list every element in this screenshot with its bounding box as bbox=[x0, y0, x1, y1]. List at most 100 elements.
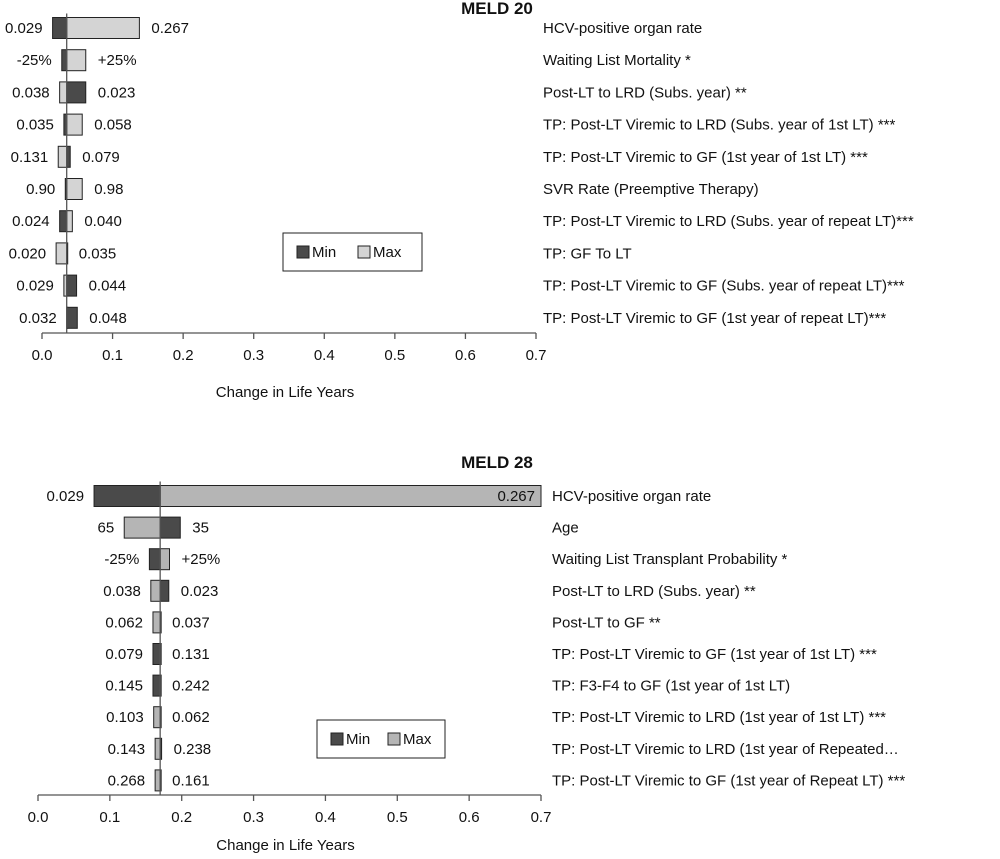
row-high-value: 0.267 bbox=[497, 488, 535, 505]
row-high-value: 0.023 bbox=[98, 84, 136, 101]
x-tick-label: 0.0 bbox=[28, 809, 49, 826]
bar-min bbox=[52, 17, 68, 39]
row-label: Post-LT to GF ** bbox=[552, 614, 661, 631]
row-label: TP: Post-LT Viremic to GF (1st year of R… bbox=[552, 772, 905, 789]
row-low-value: 0.143 bbox=[108, 741, 146, 758]
chart-title: MELD 28 bbox=[461, 453, 533, 472]
row-label: SVR Rate (Preemptive Therapy) bbox=[543, 181, 759, 198]
row-low-value: 0.029 bbox=[47, 488, 85, 505]
row-label: TP: Post-LT Viremic to LRD (Subs. year o… bbox=[543, 213, 914, 230]
row-low-value: -25% bbox=[104, 551, 139, 568]
row-low-value: -25% bbox=[17, 52, 52, 69]
row-label: HCV-positive organ rate bbox=[543, 20, 702, 37]
row-label: TP: GF To LT bbox=[543, 245, 632, 262]
row-high-value: 0.079 bbox=[82, 149, 120, 166]
row-label: TP: Post-LT Viremic to GF (Subs. year of… bbox=[543, 278, 905, 295]
legend-swatch-max bbox=[357, 245, 371, 259]
x-tick-label: 0.2 bbox=[173, 347, 194, 364]
x-tick-label: 0.6 bbox=[455, 347, 476, 364]
bar-min bbox=[159, 516, 181, 539]
row-low-value: 0.024 bbox=[12, 213, 50, 230]
row-high-value: 0.044 bbox=[89, 278, 127, 295]
x-tick-label: 0.2 bbox=[171, 809, 192, 826]
row-low-value: 0.029 bbox=[16, 278, 54, 295]
row-high-value: 0.035 bbox=[79, 245, 117, 262]
x-axis-title: Change in Life Years bbox=[216, 384, 354, 401]
bar-max bbox=[152, 611, 161, 634]
row-low-value: 0.020 bbox=[9, 245, 47, 262]
x-tick-label: 0.0 bbox=[32, 347, 53, 364]
row-label: Waiting List Mortality * bbox=[543, 52, 691, 69]
row-high-value: 0.023 bbox=[181, 583, 219, 600]
row-high-value: +25% bbox=[98, 52, 137, 69]
legend-label-max: Max bbox=[403, 731, 432, 748]
legend-swatch-min bbox=[296, 245, 310, 259]
bar-max bbox=[59, 81, 68, 104]
row-high-value: 0.131 bbox=[172, 646, 210, 663]
row-label: TP: Post-LT Viremic to GF (1st year of r… bbox=[543, 310, 886, 327]
bar-min bbox=[93, 485, 161, 507]
bar-max bbox=[153, 706, 161, 729]
bar-max bbox=[55, 242, 68, 265]
row-label: Post-LT to LRD (Subs. year) ** bbox=[543, 84, 747, 101]
bar-max bbox=[154, 769, 161, 792]
bar-max bbox=[66, 210, 73, 233]
row-low-value: 0.029 bbox=[5, 20, 43, 37]
bar-max bbox=[66, 49, 87, 72]
x-axis-title: Change in Life Years bbox=[216, 837, 354, 854]
bar-max bbox=[66, 17, 140, 39]
row-label: Post-LT to LRD (Subs. year) ** bbox=[552, 583, 756, 600]
x-tick-label: 0.1 bbox=[102, 347, 123, 364]
bar-min bbox=[66, 274, 78, 297]
row-high-value: 35 bbox=[192, 520, 209, 537]
x-tick-label: 0.7 bbox=[531, 809, 552, 826]
bar-max bbox=[159, 548, 170, 571]
row-label: Waiting List Transplant Probability * bbox=[552, 551, 788, 568]
x-tick-label: 0.7 bbox=[526, 347, 547, 364]
bar-max bbox=[66, 178, 83, 200]
row-low-value: 0.038 bbox=[12, 84, 50, 101]
row-high-value: 0.238 bbox=[174, 741, 212, 758]
row-low-value: 0.035 bbox=[16, 117, 54, 134]
legend-label-max: Max bbox=[373, 244, 402, 261]
x-tick-label: 0.3 bbox=[243, 347, 264, 364]
x-tick-label: 0.3 bbox=[243, 809, 264, 826]
bar-min bbox=[148, 548, 161, 571]
x-tick-label: 0.5 bbox=[387, 809, 408, 826]
bar-min bbox=[61, 49, 68, 72]
row-high-value: 0.98 bbox=[94, 181, 123, 198]
bar-max bbox=[154, 737, 161, 760]
row-low-value: 65 bbox=[98, 520, 115, 537]
row-label: Age bbox=[552, 520, 579, 537]
row-low-value: 0.90 bbox=[26, 181, 55, 198]
row-low-value: 0.131 bbox=[11, 149, 49, 166]
bar-min bbox=[59, 210, 68, 233]
x-tick-label: 0.4 bbox=[315, 809, 336, 826]
bar-min bbox=[152, 674, 161, 697]
row-label: TP: Post-LT Viremic to GF (1st year of 1… bbox=[552, 646, 877, 663]
x-tick-label: 0.5 bbox=[384, 347, 405, 364]
bar-min bbox=[66, 306, 78, 329]
row-high-value: +25% bbox=[181, 551, 220, 568]
x-tick-label: 0.1 bbox=[99, 809, 120, 826]
row-high-value: 0.048 bbox=[89, 310, 127, 327]
row-label: TP: Post-LT Viremic to GF (1st year of 1… bbox=[543, 149, 868, 166]
row-low-value: 0.103 bbox=[106, 709, 144, 726]
row-low-value: 0.145 bbox=[105, 678, 143, 695]
bar-max bbox=[159, 485, 542, 507]
legend-label-min: Min bbox=[346, 731, 370, 748]
bar-max bbox=[150, 579, 161, 602]
row-high-value: 0.058 bbox=[94, 117, 132, 134]
legend-swatch-min bbox=[330, 732, 344, 746]
row-high-value: 0.161 bbox=[172, 772, 210, 789]
x-tick-label: 0.4 bbox=[314, 347, 335, 364]
bar-min bbox=[66, 81, 87, 104]
bar-min bbox=[152, 643, 161, 665]
row-low-value: 0.032 bbox=[19, 310, 57, 327]
bar-max bbox=[57, 145, 68, 168]
row-label: TP: Post-LT Viremic to LRD (Subs. year o… bbox=[543, 117, 896, 134]
x-tick-label: 0.6 bbox=[459, 809, 480, 826]
row-label: TP: Post-LT Viremic to LRD (1st year of … bbox=[552, 741, 899, 758]
